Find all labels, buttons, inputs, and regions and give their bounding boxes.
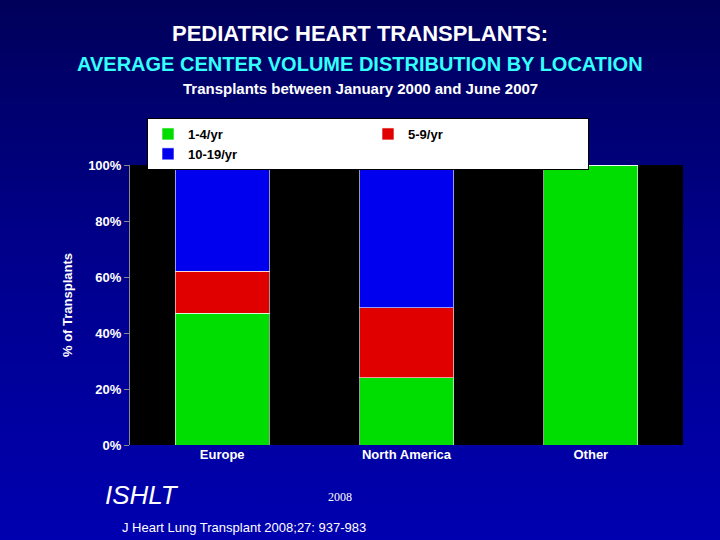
svg-text:80%: 80% (95, 214, 121, 229)
svg-text:100%: 100% (88, 158, 122, 173)
svg-text:60%: 60% (95, 270, 121, 285)
svg-text:AVERAGE CENTER VOLUME DISTRIBU: AVERAGE CENTER VOLUME DISTRIBUTION BY LO… (77, 53, 643, 75)
svg-text:20%: 20% (95, 382, 121, 397)
svg-text:ISHLT: ISHLT (105, 480, 179, 510)
svg-text:PEDIATRIC HEART TRANSPLANTS:: PEDIATRIC HEART TRANSPLANTS: (172, 21, 548, 46)
svg-text:0%: 0% (103, 438, 122, 453)
svg-text:% of Transplants: % of Transplants (60, 253, 75, 357)
svg-text:5-9/yr: 5-9/yr (408, 127, 443, 142)
svg-text:Europe: Europe (200, 447, 245, 462)
svg-text:Other: Other (573, 447, 608, 462)
svg-text:10-19/yr: 10-19/yr (188, 147, 237, 162)
svg-text:Transplants between January 20: Transplants between January 2000 and Jun… (183, 80, 538, 97)
svg-text:40%: 40% (95, 326, 121, 341)
svg-text:1-4/yr: 1-4/yr (188, 127, 223, 142)
svg-text:North America: North America (362, 447, 452, 462)
svg-text:2008: 2008 (328, 490, 352, 504)
svg-text:J Heart Lung Transplant 2008;2: J Heart Lung Transplant 2008;27: 937-983 (122, 520, 366, 535)
